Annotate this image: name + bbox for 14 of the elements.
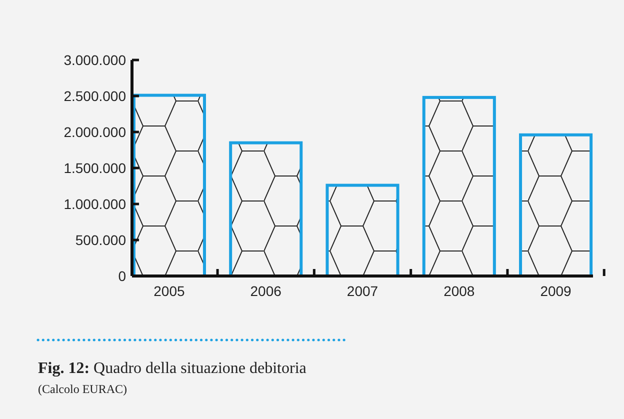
y-tick-label: 0: [118, 268, 126, 284]
x-tick-label: 2008: [444, 283, 475, 299]
x-tick-label: 2006: [250, 283, 282, 299]
x-tick-label: 2007: [346, 283, 378, 299]
y-tick-label: 1.500.000: [64, 160, 126, 176]
y-tick-label: 2.500.000: [64, 88, 126, 104]
text: (Calcolo EURAC): [38, 382, 127, 396]
y-tick-label: 500.000: [75, 232, 126, 248]
text: Fig. 12: Quadro della situazione debitoria: [38, 360, 306, 377]
x-tick-label: 2009: [540, 283, 572, 299]
y-tick-label: 1.000.000: [64, 196, 126, 212]
y-tick-label: 2.000.000: [64, 124, 126, 140]
x-tick-label: 2005: [154, 283, 185, 299]
y-tick-label: 3.000.000: [64, 52, 126, 68]
